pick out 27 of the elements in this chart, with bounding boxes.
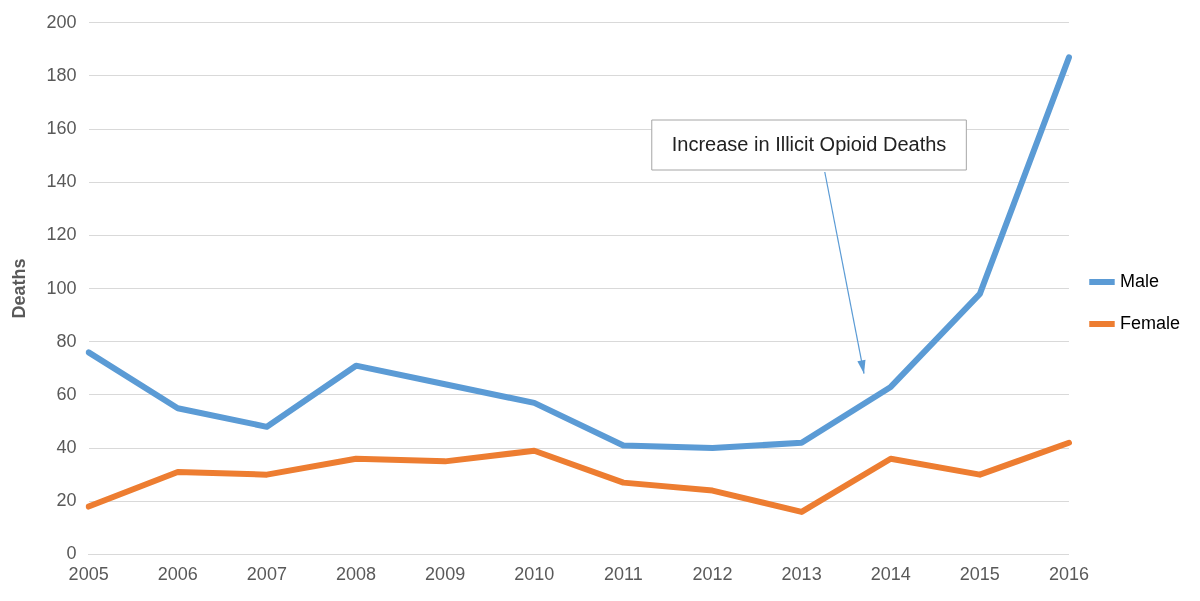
y-tick-label: 100: [46, 277, 77, 298]
x-tick-label: 2015: [959, 564, 1000, 585]
x-tick-label: 2010: [514, 564, 555, 585]
y-tick-label: 140: [46, 171, 77, 192]
annotation: Increase in Illicit Opioid Deaths: [671, 132, 947, 155]
x-tick-label: 2007: [246, 564, 287, 585]
y-tick-label: 20: [56, 490, 77, 511]
x-tick-label: 2012: [692, 564, 733, 585]
y-tick-label: 180: [46, 64, 77, 85]
y-tick-label: 80: [56, 330, 77, 351]
x-tick-label: 2016: [1048, 564, 1089, 585]
y-tick-label: 120: [46, 224, 77, 245]
y-axis-title: Deaths: [8, 258, 29, 319]
y-tick-label: 0: [66, 543, 77, 564]
x-tick-label: 2008: [335, 564, 377, 585]
x-tick-label: 2005: [68, 564, 109, 585]
x-tick-label: 2006: [157, 564, 198, 585]
x-tick-label: 2009: [425, 564, 466, 585]
legend-label: Male: [1119, 270, 1159, 291]
x-tick-label: 2011: [604, 564, 643, 585]
x-tick-label: 2013: [781, 564, 822, 585]
y-tick-label: 40: [56, 437, 77, 458]
y-tick-label: 200: [46, 11, 77, 32]
y-tick-label: 60: [56, 383, 77, 404]
y-tick-label: 160: [46, 118, 77, 139]
x-tick-label: 2014: [870, 564, 911, 585]
legend-label: Female: [1119, 312, 1181, 333]
